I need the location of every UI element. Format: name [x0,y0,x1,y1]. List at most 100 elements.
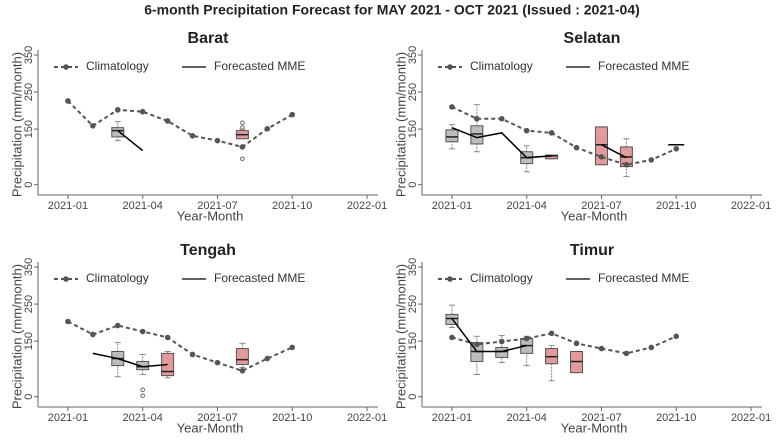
x-tick-label: 2021-07 [197,200,237,212]
y-tick-label: 250 [23,295,35,313]
series-marker [239,367,246,374]
x-tick-label: 2022-01 [347,412,387,424]
legend-label: Climatology [86,271,149,285]
series-line [67,320,293,372]
panel-title: Barat [188,30,230,47]
y-tick-label: 250 [23,83,35,101]
series-marker [164,118,171,124]
x-tick-label: 2021-01 [432,200,472,212]
series-line [451,332,677,355]
series-marker [648,157,655,163]
main-title: 6-month Precipitation Forecast for MAY 2… [144,2,640,18]
series-marker [498,115,505,122]
series-marker [548,130,555,136]
y-tick-label: 0 [407,182,419,188]
x-tick-label: 2021-07 [581,200,621,212]
series-marker [65,98,71,104]
series-marker [474,115,480,122]
x-axis-label: Year-Month [177,420,244,435]
y-tick-label: 350 [23,258,35,276]
x-tick-label: 2021-10 [656,200,696,212]
y-tick-label: 150 [23,332,35,350]
box [111,127,125,138]
x-tick-label: 2021-01 [48,200,88,212]
series-marker [139,108,146,115]
series-marker [548,330,555,337]
series-marker [648,344,655,351]
legend-label: Forecasted MME [214,271,305,285]
series-marker [214,359,221,366]
series-line [451,126,685,159]
y-tick-label: 150 [407,332,419,350]
x-axis-label: Year-Month [561,208,628,223]
box-plot [570,351,584,374]
series-marker [673,145,680,152]
box [470,125,484,145]
series-line [92,352,168,368]
legend-label: Climatology [470,59,533,73]
panel: Selatan Year-Month Precipitation (mm/month… [393,30,771,223]
series-marker [189,351,196,358]
box-plot [470,104,484,153]
series-marker [673,333,680,340]
x-tick-label: 2021-01 [48,412,88,424]
legend-marker [447,276,453,282]
legend-label: Forecasted MME [214,59,305,73]
series-marker [114,107,121,113]
legend-label: Forecasted MME [598,59,689,73]
x-tick-label: 2021-01 [432,412,472,424]
x-tick-label: 2022-01 [731,200,771,212]
box-plot [136,353,150,398]
series-line [67,100,293,149]
outlier [240,125,245,130]
panel-title: Tengah [180,242,236,259]
series-marker [523,335,530,342]
outlier [240,156,245,162]
series-marker [90,122,96,129]
series-line [451,105,677,166]
x-tick-label: 2021-07 [581,412,621,424]
box-plot [235,120,249,162]
legend-label: Climatology [470,271,533,285]
x-tick-label: 2022-01 [731,412,771,424]
x-tick-label: 2021-04 [507,200,547,212]
y-tick-label: 150 [23,120,35,138]
x-tick-label: 2021-07 [197,412,237,424]
x-tick-label: 2022-01 [347,200,387,212]
series-line [117,130,144,152]
y-axis-label: Precipitation (mm/month) [9,264,24,409]
y-tick-label: 250 [407,295,419,313]
legend-label: Climatology [86,59,149,73]
box [235,348,249,365]
series-line [451,318,527,353]
x-tick-label: 2021-04 [123,200,163,212]
legend-marker [63,64,69,70]
legend-marker [63,276,69,282]
series-marker [474,341,480,348]
series-marker [264,355,271,362]
legend-label: Forecasted MME [598,271,689,285]
y-tick-label: 0 [407,394,419,400]
box-plot [445,124,459,150]
series-marker [189,133,196,139]
box [445,129,459,143]
series-marker [164,334,171,341]
x-tick-label: 2021-10 [656,412,696,424]
x-tick-label: 2021-04 [507,412,547,424]
series-marker [289,344,296,351]
panel: Tengah Year-Month Precipitation (mm/month)… [9,242,387,435]
outlier [140,393,145,398]
y-tick-label: 350 [407,46,419,64]
x-axis-label: Year-Month [561,420,628,435]
series-marker [289,111,296,118]
y-tick-label: 0 [23,182,35,188]
series-marker [449,104,455,110]
y-tick-label: 350 [23,46,35,64]
y-axis-label: Precipitation (mm/month) [393,52,408,197]
series-marker [573,340,580,347]
y-tick-label: 0 [23,394,35,400]
panel: Barat Year-Month Precipitation (mm/month)0… [9,30,387,223]
series-marker [65,318,71,325]
x-axis-label: Year-Month [177,208,244,223]
